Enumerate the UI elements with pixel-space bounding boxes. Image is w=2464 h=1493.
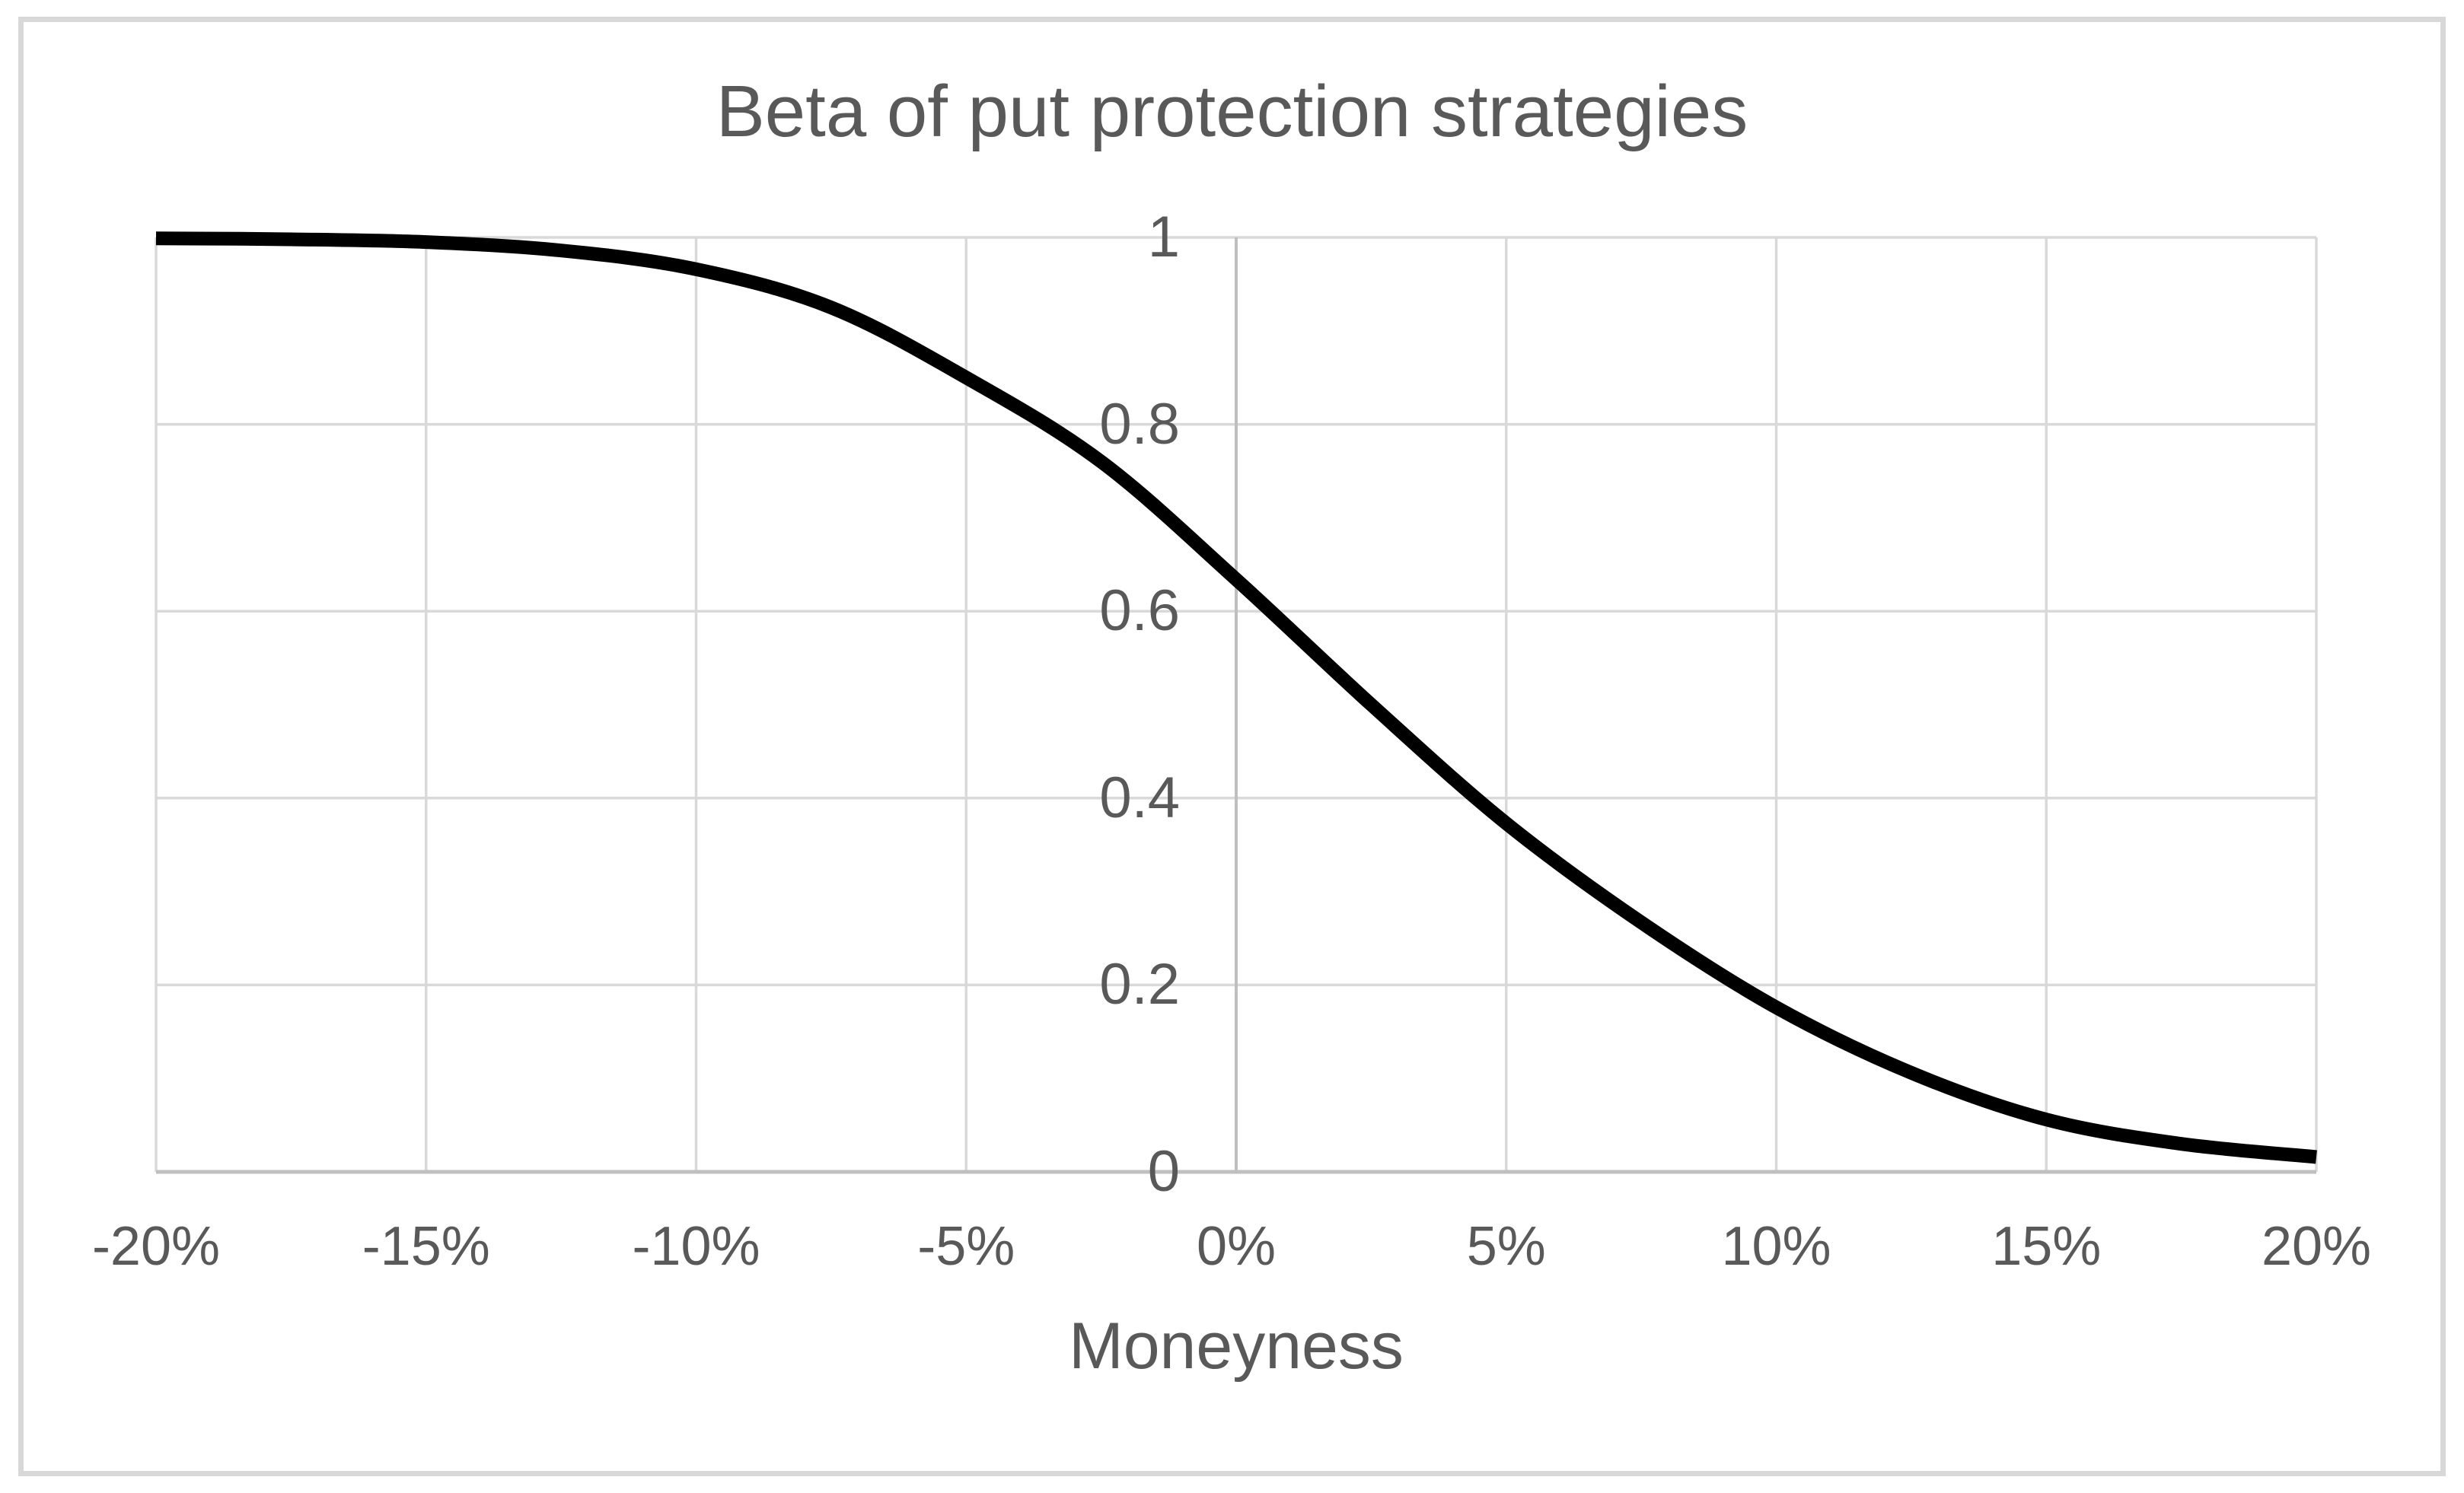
x-tick-label: -20%: [91, 1216, 221, 1277]
chart-title: Beta of put protection strategies: [716, 71, 1748, 152]
plot-area: [155, 231, 2318, 1174]
chart-frame: [18, 17, 2446, 1476]
y-tick-label: 0.4: [1099, 765, 1180, 830]
x-tick-label: 0%: [1196, 1216, 1277, 1277]
y-tick-label: 0.2: [1099, 952, 1180, 1017]
y-tick-label: 0: [1147, 1139, 1180, 1204]
x-tick-label: 20%: [2261, 1216, 2372, 1277]
beta-curve: [155, 231, 2317, 1164]
y-tick-label: 0.6: [1099, 578, 1180, 644]
x-tick-label: -15%: [362, 1216, 490, 1277]
x-tick-label: -5%: [917, 1216, 1015, 1277]
y-tick-label: 1: [1147, 205, 1180, 269]
x-tick-label: -10%: [632, 1216, 760, 1277]
x-tick-label: 10%: [1721, 1216, 1831, 1277]
y-tick-label: 0.8: [1099, 391, 1180, 457]
x-tick-label: 15%: [1991, 1216, 2102, 1277]
x-tick-label: 5%: [1466, 1216, 1546, 1277]
x-axis-title: Moneyness: [1069, 1310, 1404, 1383]
